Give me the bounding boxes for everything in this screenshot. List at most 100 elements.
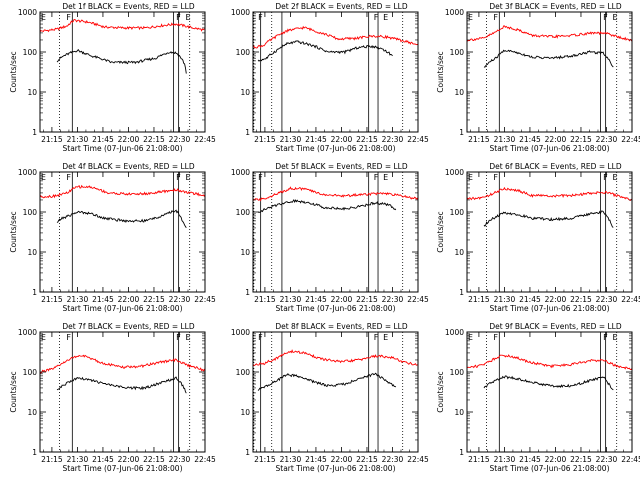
- x-tick-label: 22:45: [621, 135, 640, 144]
- x-tick-label: 21:15: [468, 135, 490, 144]
- axes-frame: [466, 331, 633, 453]
- x-tick-label: 22:15: [570, 455, 592, 464]
- x-tick-label: 22:15: [570, 295, 592, 304]
- interval-label: F: [493, 13, 498, 22]
- y-tick-label: 1: [32, 448, 37, 457]
- x-tick-label: 22:00: [118, 295, 140, 304]
- interval-label: E: [612, 13, 617, 22]
- y-axis-label: Counts/sec: [436, 51, 445, 92]
- series-line-lld: [466, 25, 633, 42]
- series-line-events: [483, 375, 614, 391]
- panel-title: Det 6f BLACK = Events, RED = LLD: [489, 162, 622, 171]
- x-tick-label: 22:30: [169, 455, 191, 464]
- x-axis-label: Start Time (07-Jun-06 21:08:00): [490, 304, 610, 313]
- x-tick-label: 21:15: [468, 455, 490, 464]
- panel-title: Det 4f BLACK = Events, RED = LLD: [62, 162, 195, 171]
- interval-label: E: [468, 333, 473, 342]
- x-tick-label: 21:30: [67, 135, 89, 144]
- interval-label: F: [493, 173, 498, 182]
- x-tick-label: 21:45: [305, 295, 327, 304]
- y-tick-label: 10: [240, 248, 250, 257]
- y-tick-label: 10: [27, 408, 37, 417]
- y-tick-label: 1: [459, 128, 464, 137]
- y-tick-label: 100: [23, 208, 38, 217]
- interval-label: F: [374, 173, 379, 182]
- series-line-lld: [39, 19, 206, 33]
- interval-label: F: [258, 333, 263, 342]
- y-tick-label: 100: [236, 48, 251, 57]
- x-tick-label: 21:30: [494, 135, 516, 144]
- x-tick-label: 21:30: [280, 295, 302, 304]
- interval-label: F: [603, 173, 608, 182]
- y-tick-label: 10: [454, 248, 464, 257]
- axes-frame: [252, 11, 419, 133]
- axes-frame: [39, 11, 206, 133]
- interval-label: E: [612, 333, 617, 342]
- x-tick-label: 22:45: [194, 455, 216, 464]
- interval-label: E: [41, 333, 46, 342]
- x-axis-label: Start Time (07-Jun-06 21:08:00): [276, 304, 396, 313]
- x-tick-label: 22:45: [407, 455, 429, 464]
- x-tick-label: 22:45: [194, 135, 216, 144]
- x-tick-label: 21:45: [92, 135, 114, 144]
- y-tick-label: 1: [459, 448, 464, 457]
- interval-label: E: [468, 173, 473, 182]
- x-tick-label: 22:30: [596, 135, 618, 144]
- x-tick-label: 22:30: [169, 295, 191, 304]
- y-axis-label: Counts/sec: [436, 371, 445, 412]
- x-tick-label: 21:45: [519, 295, 541, 304]
- x-tick-label: 21:45: [92, 455, 114, 464]
- y-tick-label: 100: [23, 48, 38, 57]
- x-tick-label: 22:15: [356, 295, 378, 304]
- x-tick-label: 21:30: [494, 455, 516, 464]
- y-tick-label: 10: [454, 88, 464, 97]
- panel-title: Det 5f BLACK = Events, RED = LLD: [275, 162, 408, 171]
- y-tick-label: 100: [236, 368, 251, 377]
- x-tick-label: 22:00: [545, 135, 567, 144]
- x-tick-label: 21:30: [280, 135, 302, 144]
- series-line-lld: [466, 186, 633, 201]
- interval-label: F: [258, 173, 263, 182]
- x-tick-label: 22:00: [118, 455, 140, 464]
- y-tick-label: 1000: [231, 168, 250, 177]
- axes-frame: [252, 331, 419, 453]
- interval-label: E: [41, 13, 46, 22]
- series-line-events: [483, 49, 614, 68]
- x-tick-label: 21:15: [41, 295, 63, 304]
- x-tick-label: 22:30: [382, 135, 404, 144]
- interval-label: E: [612, 173, 617, 182]
- y-tick-label: 1000: [231, 8, 250, 17]
- x-tick-label: 21:30: [280, 455, 302, 464]
- interval-label: E: [185, 173, 190, 182]
- y-tick-label: 1000: [445, 168, 464, 177]
- x-tick-label: 22:30: [382, 295, 404, 304]
- y-tick-label: 1000: [445, 328, 464, 337]
- interval-label: F: [176, 173, 181, 182]
- y-tick-label: 100: [450, 48, 465, 57]
- interval-label: F: [258, 13, 263, 22]
- series-line-events: [257, 372, 397, 391]
- y-tick-label: 1: [245, 288, 250, 297]
- y-tick-label: 1: [245, 448, 250, 457]
- panel-title: Det 9f BLACK = Events, RED = LLD: [489, 322, 622, 331]
- interval-label: E: [185, 333, 190, 342]
- x-tick-label: 22:15: [570, 135, 592, 144]
- x-axis-label: Start Time (07-Jun-06 21:08:00): [63, 464, 183, 473]
- y-tick-label: 100: [236, 208, 251, 217]
- series-line-lld: [252, 186, 419, 202]
- x-tick-label: 22:45: [621, 455, 640, 464]
- y-tick-label: 10: [27, 88, 37, 97]
- y-tick-label: 1000: [445, 8, 464, 17]
- interval-label: F: [176, 333, 181, 342]
- interval-label: E: [383, 173, 388, 182]
- x-tick-label: 22:45: [621, 295, 640, 304]
- x-axis-label: Start Time (07-Jun-06 21:08:00): [276, 464, 396, 473]
- x-tick-label: 22:00: [118, 135, 140, 144]
- y-tick-label: 1000: [231, 328, 250, 337]
- x-tick-label: 21:15: [41, 135, 63, 144]
